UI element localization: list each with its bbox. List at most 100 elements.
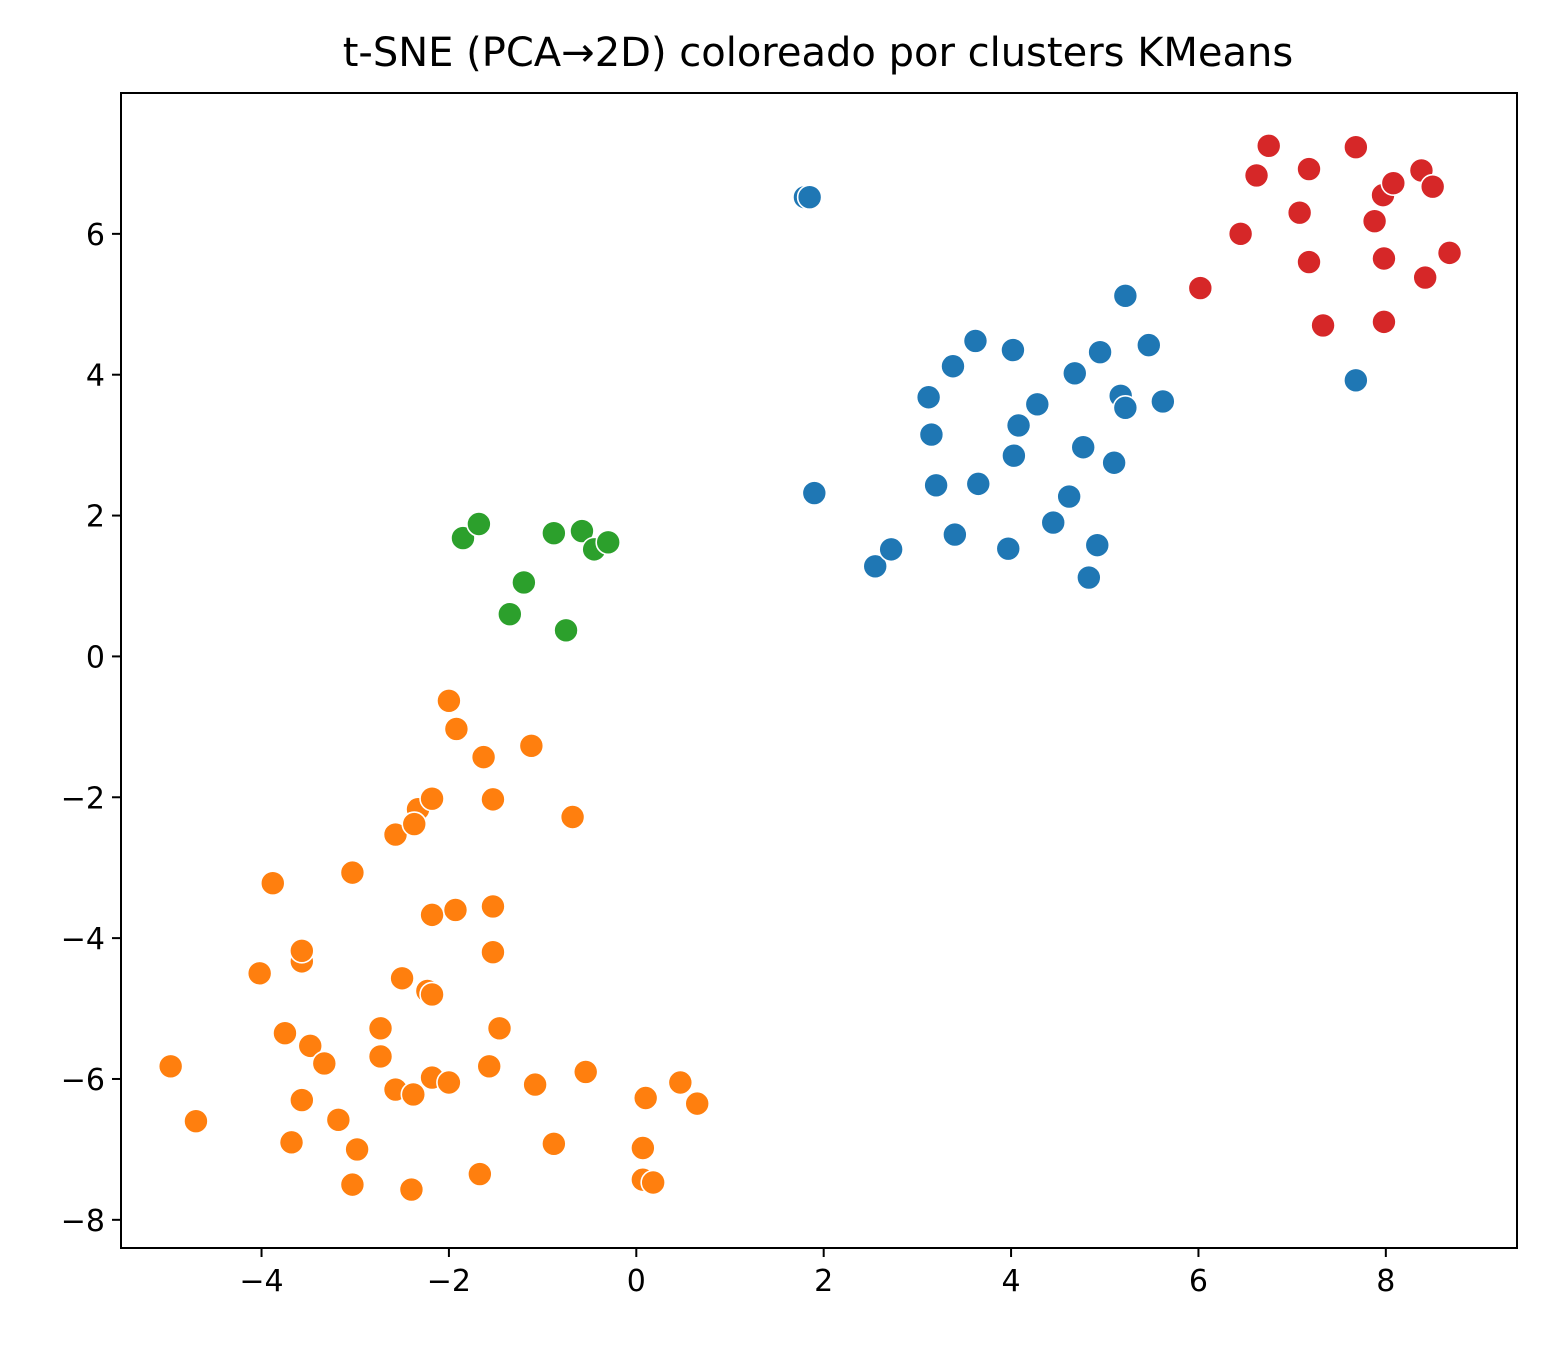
data-point: [640, 1169, 666, 1196]
data-point: [1040, 509, 1067, 536]
data-point: [569, 518, 595, 544]
data-point: [1436, 240, 1463, 266]
data-point: [339, 1171, 366, 1198]
y-tick-label: 6: [86, 218, 105, 253]
data-point: [1286, 199, 1313, 226]
data-point: [325, 1107, 352, 1133]
data-point: [522, 1071, 548, 1098]
data-point: [962, 328, 989, 354]
data-point: [1243, 162, 1270, 189]
series-0: [792, 184, 1369, 591]
plot-points: [157, 133, 1463, 1203]
data-point: [518, 733, 545, 759]
data-point: [965, 471, 992, 497]
data-point: [297, 1033, 324, 1059]
data-point: [1310, 312, 1336, 339]
data-point: [467, 1161, 493, 1187]
y-tick-label: 2: [86, 500, 105, 535]
x-tick-label: 8: [1376, 1264, 1395, 1299]
data-point: [1056, 483, 1082, 510]
data-point: [1296, 249, 1322, 275]
data-point: [915, 384, 942, 411]
data-point: [486, 1015, 513, 1042]
data-point: [272, 1020, 298, 1046]
data-point: [801, 480, 828, 506]
data-point: [497, 601, 523, 627]
data-point: [442, 897, 469, 923]
plot-frame: [120, 92, 1518, 1249]
data-point: [339, 859, 366, 886]
data-point: [1024, 391, 1051, 418]
data-point: [572, 1059, 599, 1085]
data-point: [401, 811, 428, 837]
data-point: [1135, 332, 1162, 358]
data-point: [1361, 208, 1388, 234]
data-point: [450, 525, 476, 551]
data-point: [480, 893, 506, 920]
data-point: [1000, 337, 1026, 363]
x-tick-label: 4: [1002, 1264, 1021, 1299]
data-point: [1296, 156, 1322, 182]
data-point: [443, 716, 470, 742]
y-tick-label: −2: [61, 781, 105, 816]
data-point: [1371, 309, 1397, 335]
data-point: [667, 1069, 694, 1096]
y-tick-label: −6: [61, 1063, 105, 1098]
data-point: [398, 1176, 425, 1203]
data-point: [389, 965, 415, 992]
data-point: [1187, 275, 1214, 301]
data-point: [367, 1015, 394, 1042]
data-point: [400, 1081, 427, 1108]
data-point: [278, 1129, 305, 1156]
data-point: [344, 1136, 370, 1163]
x-axis: −4 −2 0 2 4 6 8: [239, 1248, 1395, 1299]
series-1: [157, 687, 711, 1203]
x-tick-label: −4: [239, 1264, 283, 1299]
data-point: [157, 1053, 184, 1080]
data-point: [1371, 245, 1397, 272]
data-point: [289, 937, 315, 964]
y-tick-label: 0: [86, 640, 105, 675]
data-point: [470, 744, 497, 770]
data-point: [1227, 221, 1254, 247]
data-point: [367, 1043, 394, 1070]
data-point: [918, 421, 945, 448]
data-point: [259, 870, 286, 896]
data-point: [183, 1108, 209, 1135]
data-point: [553, 617, 579, 644]
data-point: [878, 536, 904, 563]
data-point: [436, 1069, 462, 1096]
data-point: [1150, 388, 1176, 415]
data-point: [1380, 170, 1407, 196]
y-tick-label: −8: [61, 1204, 105, 1239]
data-point: [246, 960, 273, 987]
data-point: [1101, 449, 1127, 476]
data-point: [684, 1090, 711, 1117]
data-point: [541, 1130, 567, 1157]
x-tick-label: 6: [1189, 1264, 1208, 1299]
data-point: [476, 1053, 503, 1080]
data-point: [511, 569, 537, 596]
series-2: [450, 511, 621, 644]
data-point: [541, 520, 567, 546]
data-point: [1005, 412, 1032, 439]
data-point: [1419, 173, 1446, 200]
data-point: [559, 804, 586, 830]
y-tick-label: 4: [86, 359, 105, 394]
data-point: [1070, 434, 1097, 461]
data-point: [1087, 339, 1113, 365]
data-point: [1084, 532, 1111, 558]
chart-title: t-SNE (PCA→2D) coloreado por clusters KM…: [343, 30, 1294, 76]
data-point: [796, 184, 823, 211]
data-point: [595, 529, 621, 556]
data-point: [480, 939, 506, 966]
data-point: [1255, 133, 1282, 159]
data-point: [436, 687, 462, 714]
data-point: [311, 1050, 338, 1077]
data-point: [1412, 264, 1438, 291]
data-point: [995, 535, 1022, 562]
data-point: [632, 1085, 659, 1111]
data-point: [289, 1087, 315, 1113]
x-tick-label: 0: [627, 1264, 646, 1299]
